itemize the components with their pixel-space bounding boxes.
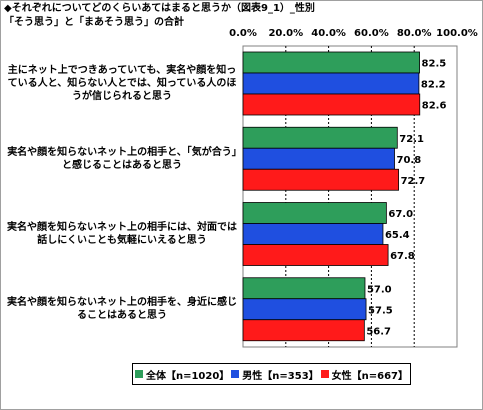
legend-label: 全体【n=1020】 bbox=[145, 370, 230, 382]
x-tick-label: 100.0% bbox=[436, 28, 478, 39]
bar bbox=[242, 168, 399, 191]
x-tick-label: 0.0% bbox=[229, 28, 257, 39]
data-label: 82.2 bbox=[421, 80, 446, 91]
category-label: 主にネット上でつきあっていても、実名や顔を知っている人と、知らない人とでは、知っ… bbox=[7, 65, 237, 102]
data-label: 67.8 bbox=[390, 251, 415, 262]
bar bbox=[242, 93, 421, 116]
legend-item: 女性【n=667】 bbox=[320, 367, 408, 382]
bar bbox=[242, 72, 420, 95]
data-label: 57.0 bbox=[367, 284, 392, 295]
legend-item: 全体【n=1020】 bbox=[134, 367, 230, 382]
chart-subtitle: 「そう思う」と「まあそう思う」の合計 bbox=[4, 17, 184, 28]
legend-label: 男性【n=353】 bbox=[242, 370, 319, 382]
legend-swatch bbox=[231, 370, 240, 378]
legend-item: 男性【n=353】 bbox=[231, 367, 319, 382]
data-label: 82.5 bbox=[422, 59, 447, 70]
legend-swatch bbox=[134, 370, 143, 378]
category-label: 実名や顔を知らないネット上の相手には、対面では話しにくいことも気軽にいえると思う bbox=[7, 222, 237, 246]
data-label: 82.6 bbox=[422, 101, 447, 112]
bar bbox=[242, 277, 366, 300]
data-label: 57.5 bbox=[368, 305, 393, 316]
data-label: 70.8 bbox=[397, 155, 422, 166]
data-label: 67.0 bbox=[388, 209, 413, 220]
x-tick-label: 80.0% bbox=[397, 28, 432, 39]
category-label: 実名や顔を知らないネット上の相手を、身近に感じることはあると思う bbox=[7, 297, 237, 322]
data-label: 65.4 bbox=[385, 230, 410, 241]
x-tick-label: 40.0% bbox=[311, 28, 346, 39]
bar bbox=[242, 319, 365, 342]
data-label: 72.1 bbox=[399, 134, 424, 145]
data-label: 56.7 bbox=[366, 326, 391, 337]
bar bbox=[242, 298, 367, 321]
category-label: 実名や顔を知らないネット上の相手と、「気が合う」と感じることはあると思う bbox=[7, 146, 237, 171]
data-label: 72.7 bbox=[401, 176, 426, 187]
bar bbox=[242, 51, 420, 74]
x-tick-label: 60.0% bbox=[354, 28, 389, 39]
chart-title: ◆それぞれについてどのくらいあてはまると思うか（図表9_1）_性別 bbox=[4, 3, 315, 14]
plot-area bbox=[242, 45, 458, 348]
bar bbox=[242, 202, 387, 224]
bar bbox=[242, 223, 384, 245]
bar bbox=[242, 126, 398, 149]
legend-swatch bbox=[320, 370, 329, 378]
legend: 全体【n=1020】 男性【n=353】 女性【n=667】 bbox=[132, 363, 411, 385]
x-tick-label: 20.0% bbox=[268, 28, 303, 39]
bar bbox=[242, 244, 389, 266]
legend-label: 女性【n=667】 bbox=[331, 370, 408, 382]
bar bbox=[242, 147, 395, 170]
